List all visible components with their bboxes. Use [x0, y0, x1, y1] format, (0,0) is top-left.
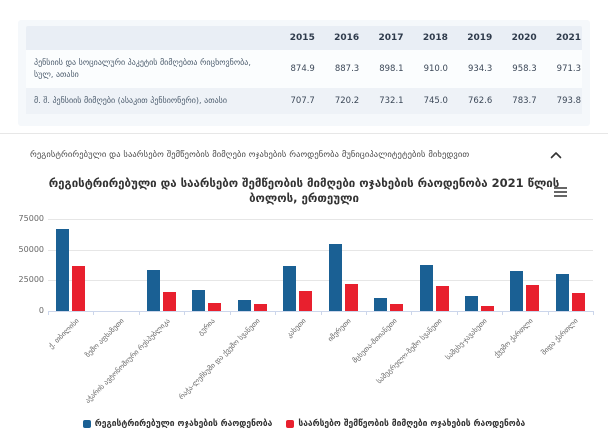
y-axis-label: 75000	[18, 214, 44, 223]
table-cell-value: 971.3	[556, 64, 581, 74]
pension-table-card: 2015 2016 2017 2018 2019 2020 2021 პენსიის და ს…	[18, 20, 590, 126]
y-gridline	[48, 280, 593, 282]
accordion-title: რეგისტრირებული და საარსებო შემწეობის მიმ…	[30, 150, 470, 160]
x-axis-category-label: გურია	[196, 317, 217, 338]
x-axis-tick	[229, 311, 231, 315]
bar-registered[interactable]	[419, 265, 433, 311]
y-gridline	[48, 249, 593, 251]
x-axis-tick	[48, 311, 49, 315]
bar-allowance[interactable]	[526, 285, 540, 311]
hamburger-icon	[554, 195, 567, 198]
x-axis-category-label: სამცხე-ჯავახეთი	[444, 317, 490, 362]
table-cell-value: 887.3	[334, 64, 360, 74]
table-year-header: 2020	[511, 33, 537, 43]
bar-allowance[interactable]	[344, 284, 358, 311]
table-year-header: 2019	[467, 33, 493, 43]
bar-allowance[interactable]	[571, 292, 585, 311]
bar-allowance[interactable]	[390, 304, 404, 311]
table-year-header: 2021	[555, 33, 581, 43]
table-cell-value: 898.1	[379, 64, 404, 74]
table-cell-value: 910.0	[423, 64, 448, 74]
x-axis-tick	[320, 311, 322, 315]
x-axis-tick	[593, 311, 594, 315]
chevron-up-icon[interactable]	[550, 151, 562, 159]
table-cell-value: 874.9	[290, 64, 315, 74]
section-divider	[0, 133, 608, 134]
legend-label: რეგისტრირებული ოჯახების რაოდენობა	[94, 419, 273, 429]
x-axis-tick	[365, 311, 367, 315]
bar-registered[interactable]	[147, 269, 161, 311]
chart-legend: რეგისტრირებული ოჯახების რაოდენობა საარსებ…	[0, 419, 608, 429]
bar-chart: 0 25000 50000 75000 ქ. თბილისი ზემო აფხაზეთი ა…	[0, 212, 608, 429]
bar-registered[interactable]	[555, 273, 569, 311]
x-axis-category-label: ქ. თბილისი	[46, 317, 81, 351]
y-axis-label: 0	[38, 306, 44, 315]
legend-swatch	[82, 420, 91, 428]
x-axis-tick	[547, 311, 549, 315]
table-cell-value: 793.8	[556, 96, 581, 106]
table-row: მ. შ. პენსიის მიმღები (ასაკით პენსიონერი…	[26, 88, 582, 114]
table-row-label: პენსიის და სოციალური პაკეტის მიმღებთა რი…	[34, 58, 251, 79]
table-cell-value: 783.7	[512, 96, 537, 106]
table-row-label: მ. შ. პენსიის მიმღები (ასაკით პენსიონერი…	[34, 96, 227, 106]
table-year-header: 2015	[289, 33, 315, 43]
bar-allowance[interactable]	[72, 266, 86, 311]
legend-label: საარსებო შემწეობის მიმღები ოჯახების რაოდ…	[298, 419, 526, 429]
bar-allowance[interactable]	[480, 305, 494, 311]
x-axis-category-label: შიდა ქართლი	[540, 317, 580, 357]
bar-registered[interactable]	[283, 266, 297, 311]
legend-item[interactable]: საარსებო შემწეობის მიმღები ოჯახების რაოდ…	[286, 419, 525, 429]
table-header-row: 2015 2016 2017 2018 2019 2020 2021	[26, 26, 582, 50]
x-axis-category-label: აჭარის ავტონომიური რესპუბლიკა	[83, 317, 172, 405]
x-axis-category-label: იმერეთი	[326, 317, 353, 344]
legend-item[interactable]: რეგისტრირებული ოჯახების რაოდენობა	[82, 419, 273, 429]
table-cell-value: 707.7	[290, 96, 315, 106]
bar-registered[interactable]	[237, 299, 251, 311]
bar-allowance[interactable]	[253, 303, 267, 311]
y-axis-label: 50000	[18, 244, 44, 254]
x-axis-tick	[138, 311, 140, 315]
bar-allowance[interactable]	[208, 303, 222, 311]
bar-allowance[interactable]	[163, 292, 177, 311]
x-axis-tick	[93, 311, 95, 315]
x-axis-tick	[411, 311, 413, 315]
bar-registered[interactable]	[510, 271, 524, 311]
x-axis-tick	[184, 311, 186, 315]
bar-registered[interactable]	[192, 290, 206, 311]
legend-swatch	[286, 420, 295, 428]
x-axis-tick	[502, 311, 504, 315]
bar-allowance[interactable]	[299, 290, 313, 311]
bar-registered[interactable]	[464, 295, 478, 311]
bar-allowance[interactable]	[435, 285, 449, 311]
x-axis-tick	[456, 311, 458, 315]
x-axis-category-label: ქვემო ქართლი	[492, 317, 535, 360]
chart-title: რეგისტრირებული და საარსებო შემწეობის მიმ…	[48, 176, 560, 205]
table-cell-value: 720.2	[334, 96, 360, 106]
bar-registered[interactable]	[374, 298, 388, 311]
bar-registered[interactable]	[56, 229, 70, 311]
y-gridline	[48, 219, 593, 220]
table-year-header: 2017	[378, 33, 404, 43]
accordion-header[interactable]: რეგისტრირებული და საარსებო შემწეობის მიმ…	[0, 140, 608, 170]
table-cell-value: 732.1	[379, 96, 404, 106]
pension-table: 2015 2016 2017 2018 2019 2020 2021 პენსიის და ს…	[26, 26, 582, 114]
table-cell-value: 745.0	[423, 96, 448, 106]
y-axis-label: 25000	[18, 275, 44, 285]
x-axis-tick	[275, 311, 277, 315]
table-cell-value: 762.6	[467, 96, 493, 106]
chart-header: რეგისტრირებული და საარსებო შემწეობის მიმ…	[0, 176, 608, 206]
table-year-header: 2018	[422, 33, 448, 43]
x-axis-category-label: ზემო აფხაზეთი	[83, 317, 126, 359]
hamburger-icon	[554, 190, 567, 194]
bar-registered[interactable]	[328, 243, 342, 311]
chart-menu-button[interactable]	[554, 185, 570, 199]
x-axis-category-label: კახეთი	[285, 317, 308, 340]
hamburger-icon	[554, 186, 567, 189]
table-year-header: 2016	[334, 33, 360, 43]
x-axis-category-label: მცხეთა-მთიანეთი	[350, 317, 399, 365]
table-cell-value: 934.3	[467, 64, 493, 74]
x-axis-category-label: რაჭა-ლეჩხუმი და ქვემო სვანეთი	[177, 317, 263, 402]
table-row: პენსიის და სოციალური პაკეტის მიმღებთა რი…	[26, 50, 582, 88]
table-cell-value: 958.3	[512, 64, 537, 74]
